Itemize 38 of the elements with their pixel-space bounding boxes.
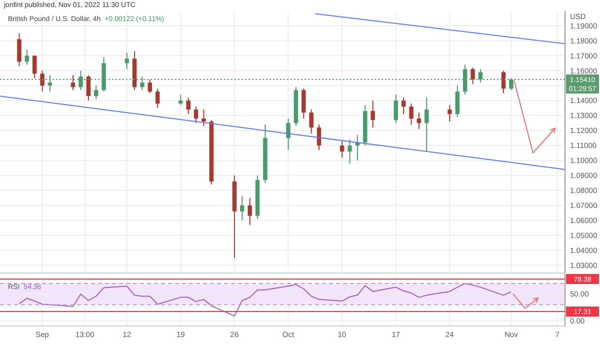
candlestick — [155, 88, 160, 109]
candlestick — [394, 94, 398, 124]
candlestick — [32, 55, 37, 79]
candlestick — [470, 67, 475, 85]
candlestick — [401, 97, 406, 115]
candlestick — [86, 74, 91, 102]
candlestick — [455, 85, 460, 118]
candlestick — [40, 70, 44, 92]
candlestick — [48, 74, 52, 92]
candlestick — [78, 70, 83, 91]
candlestick — [240, 196, 244, 221]
candlestick — [178, 94, 183, 106]
candlestick — [501, 70, 506, 94]
candlestick — [309, 109, 314, 134]
candlestick — [478, 68, 483, 84]
candlestick — [17, 32, 22, 67]
candlestick — [140, 76, 144, 91]
candlestick — [416, 112, 422, 130]
candlestick — [409, 103, 414, 126]
candlestick — [94, 85, 98, 100]
candlestick — [370, 100, 375, 128]
line-series — [18, 282, 512, 316]
candlestick — [148, 79, 152, 94]
candlestick — [462, 64, 468, 96]
candlestick — [248, 197, 252, 226]
candlestick — [340, 140, 344, 158]
candlestick — [202, 109, 206, 127]
candlestick — [70, 74, 76, 91]
candlestick — [286, 118, 290, 150]
candlestick — [302, 88, 306, 120]
candlestick — [448, 104, 452, 122]
candlestick — [124, 52, 129, 70]
candlestick — [509, 78, 514, 91]
candlestick — [186, 97, 190, 115]
candlestick — [348, 139, 352, 164]
candlestick — [24, 49, 30, 66]
candlestick — [424, 97, 429, 152]
candlestick — [194, 106, 198, 124]
